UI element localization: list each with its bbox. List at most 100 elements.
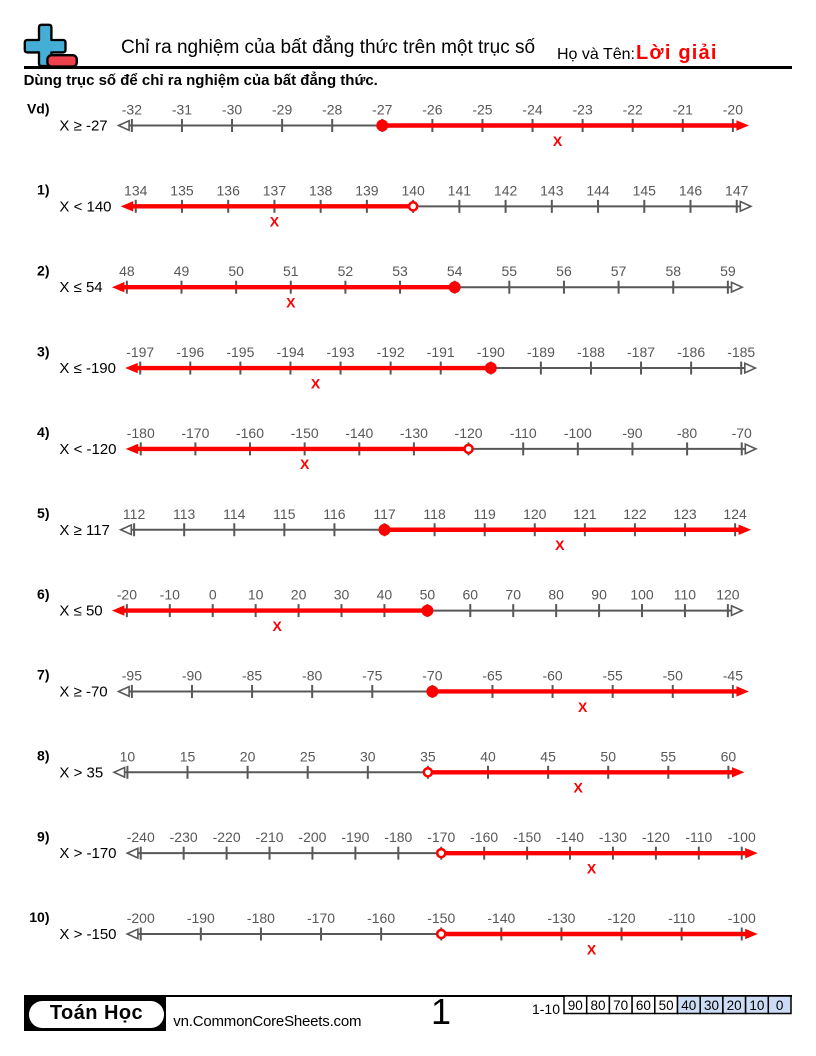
svg-text:0: 0 xyxy=(776,997,784,1012)
svg-text:-27: -27 xyxy=(372,102,392,118)
svg-text:119: 119 xyxy=(474,506,497,522)
svg-text:10): 10) xyxy=(29,909,49,925)
svg-text:X < 140: X < 140 xyxy=(59,198,111,215)
svg-text:2): 2) xyxy=(37,262,49,278)
svg-text:114: 114 xyxy=(223,506,246,522)
svg-text:-120: -120 xyxy=(642,829,670,845)
svg-text:-120: -120 xyxy=(608,910,636,926)
svg-text:117: 117 xyxy=(373,506,396,522)
svg-text:146: 146 xyxy=(679,182,703,198)
svg-text:138: 138 xyxy=(309,182,333,198)
svg-text:-50: -50 xyxy=(663,667,683,683)
svg-text:X: X xyxy=(286,295,296,311)
svg-text:-210: -210 xyxy=(256,829,284,845)
svg-text:4): 4) xyxy=(37,424,49,440)
svg-text:121: 121 xyxy=(573,506,597,522)
svg-text:6): 6) xyxy=(37,586,49,602)
svg-text:-240: -240 xyxy=(127,829,155,845)
svg-text:-140: -140 xyxy=(487,910,515,926)
svg-text:-24: -24 xyxy=(522,102,542,118)
svg-text:-70: -70 xyxy=(732,425,752,441)
svg-text:40: 40 xyxy=(377,587,393,603)
svg-text:-110: -110 xyxy=(668,910,695,926)
svg-text:-160: -160 xyxy=(470,829,498,845)
svg-text:-140: -140 xyxy=(345,425,373,441)
svg-text:-220: -220 xyxy=(213,829,241,845)
svg-text:X: X xyxy=(270,214,280,230)
svg-text:30: 30 xyxy=(704,997,719,1012)
svg-text:45: 45 xyxy=(540,748,556,764)
svg-text:30: 30 xyxy=(360,748,376,764)
svg-text:-180: -180 xyxy=(384,829,412,845)
svg-text:-80: -80 xyxy=(302,667,322,683)
svg-text:-10: -10 xyxy=(160,587,180,603)
svg-text:X: X xyxy=(553,133,563,149)
svg-text:X ≤ -190: X ≤ -190 xyxy=(59,360,116,377)
svg-text:70: 70 xyxy=(613,997,628,1012)
svg-text:50: 50 xyxy=(659,997,674,1012)
svg-text:X ≥ -27: X ≥ -27 xyxy=(59,118,107,135)
svg-text:-180: -180 xyxy=(127,425,155,441)
svg-text:-120: -120 xyxy=(455,425,483,441)
svg-text:-200: -200 xyxy=(127,910,155,926)
svg-text:X: X xyxy=(578,699,588,715)
svg-text:-180: -180 xyxy=(247,910,275,926)
svg-text:53: 53 xyxy=(392,263,408,279)
svg-text:25: 25 xyxy=(300,748,316,764)
svg-text:-190: -190 xyxy=(477,344,505,360)
svg-text:51: 51 xyxy=(283,263,299,279)
svg-text:15: 15 xyxy=(180,748,196,764)
svg-text:-32: -32 xyxy=(122,102,142,118)
svg-text:30: 30 xyxy=(334,587,350,603)
svg-text:116: 116 xyxy=(323,506,346,522)
svg-text:-187: -187 xyxy=(627,344,655,360)
svg-text:0: 0 xyxy=(209,587,217,603)
svg-text:-191: -191 xyxy=(427,344,455,360)
svg-text:-192: -192 xyxy=(377,344,405,360)
svg-text:-55: -55 xyxy=(603,667,623,683)
svg-text:-150: -150 xyxy=(427,910,455,926)
svg-text:-150: -150 xyxy=(513,829,541,845)
svg-text:-45: -45 xyxy=(723,667,743,683)
svg-text:-196: -196 xyxy=(176,344,204,360)
svg-text:-170: -170 xyxy=(307,910,335,926)
svg-text:40: 40 xyxy=(480,748,496,764)
svg-text:141: 141 xyxy=(448,182,472,198)
svg-text:-130: -130 xyxy=(400,425,428,441)
svg-text:X: X xyxy=(555,537,565,553)
svg-text:-75: -75 xyxy=(362,667,382,683)
svg-text:-160: -160 xyxy=(367,910,395,926)
svg-text:Vd): Vd) xyxy=(27,101,50,117)
svg-text:-150: -150 xyxy=(291,425,319,441)
svg-text:50: 50 xyxy=(600,748,616,764)
svg-text:-80: -80 xyxy=(677,425,697,441)
svg-text:137: 137 xyxy=(263,182,287,198)
svg-text:50: 50 xyxy=(420,587,436,603)
svg-text:-130: -130 xyxy=(599,829,627,845)
svg-text:-65: -65 xyxy=(482,667,502,683)
svg-text:123: 123 xyxy=(673,506,697,522)
svg-text:136: 136 xyxy=(217,182,241,198)
svg-text:134: 134 xyxy=(124,182,148,198)
svg-text:3): 3) xyxy=(37,343,49,359)
svg-text:145: 145 xyxy=(633,182,657,198)
svg-text:122: 122 xyxy=(623,506,647,522)
svg-text:X ≥ -70: X ≥ -70 xyxy=(59,683,107,700)
svg-text:40: 40 xyxy=(681,997,696,1012)
svg-text:80: 80 xyxy=(590,997,605,1012)
svg-text:57: 57 xyxy=(611,263,627,279)
svg-text:-110: -110 xyxy=(685,829,712,845)
svg-text:X: X xyxy=(311,375,321,391)
svg-text:8): 8) xyxy=(37,748,49,764)
svg-text:X: X xyxy=(272,618,282,634)
svg-text:147: 147 xyxy=(725,182,749,198)
svg-text:-30: -30 xyxy=(222,102,242,118)
svg-text:X: X xyxy=(587,860,597,876)
svg-text:-190: -190 xyxy=(187,910,215,926)
svg-text:9): 9) xyxy=(37,828,49,844)
svg-text:-100: -100 xyxy=(728,910,756,926)
svg-text:X > -150: X > -150 xyxy=(59,926,116,943)
svg-text:-21: -21 xyxy=(673,102,693,118)
svg-text:-85: -85 xyxy=(242,667,262,683)
svg-text:80: 80 xyxy=(548,587,564,603)
